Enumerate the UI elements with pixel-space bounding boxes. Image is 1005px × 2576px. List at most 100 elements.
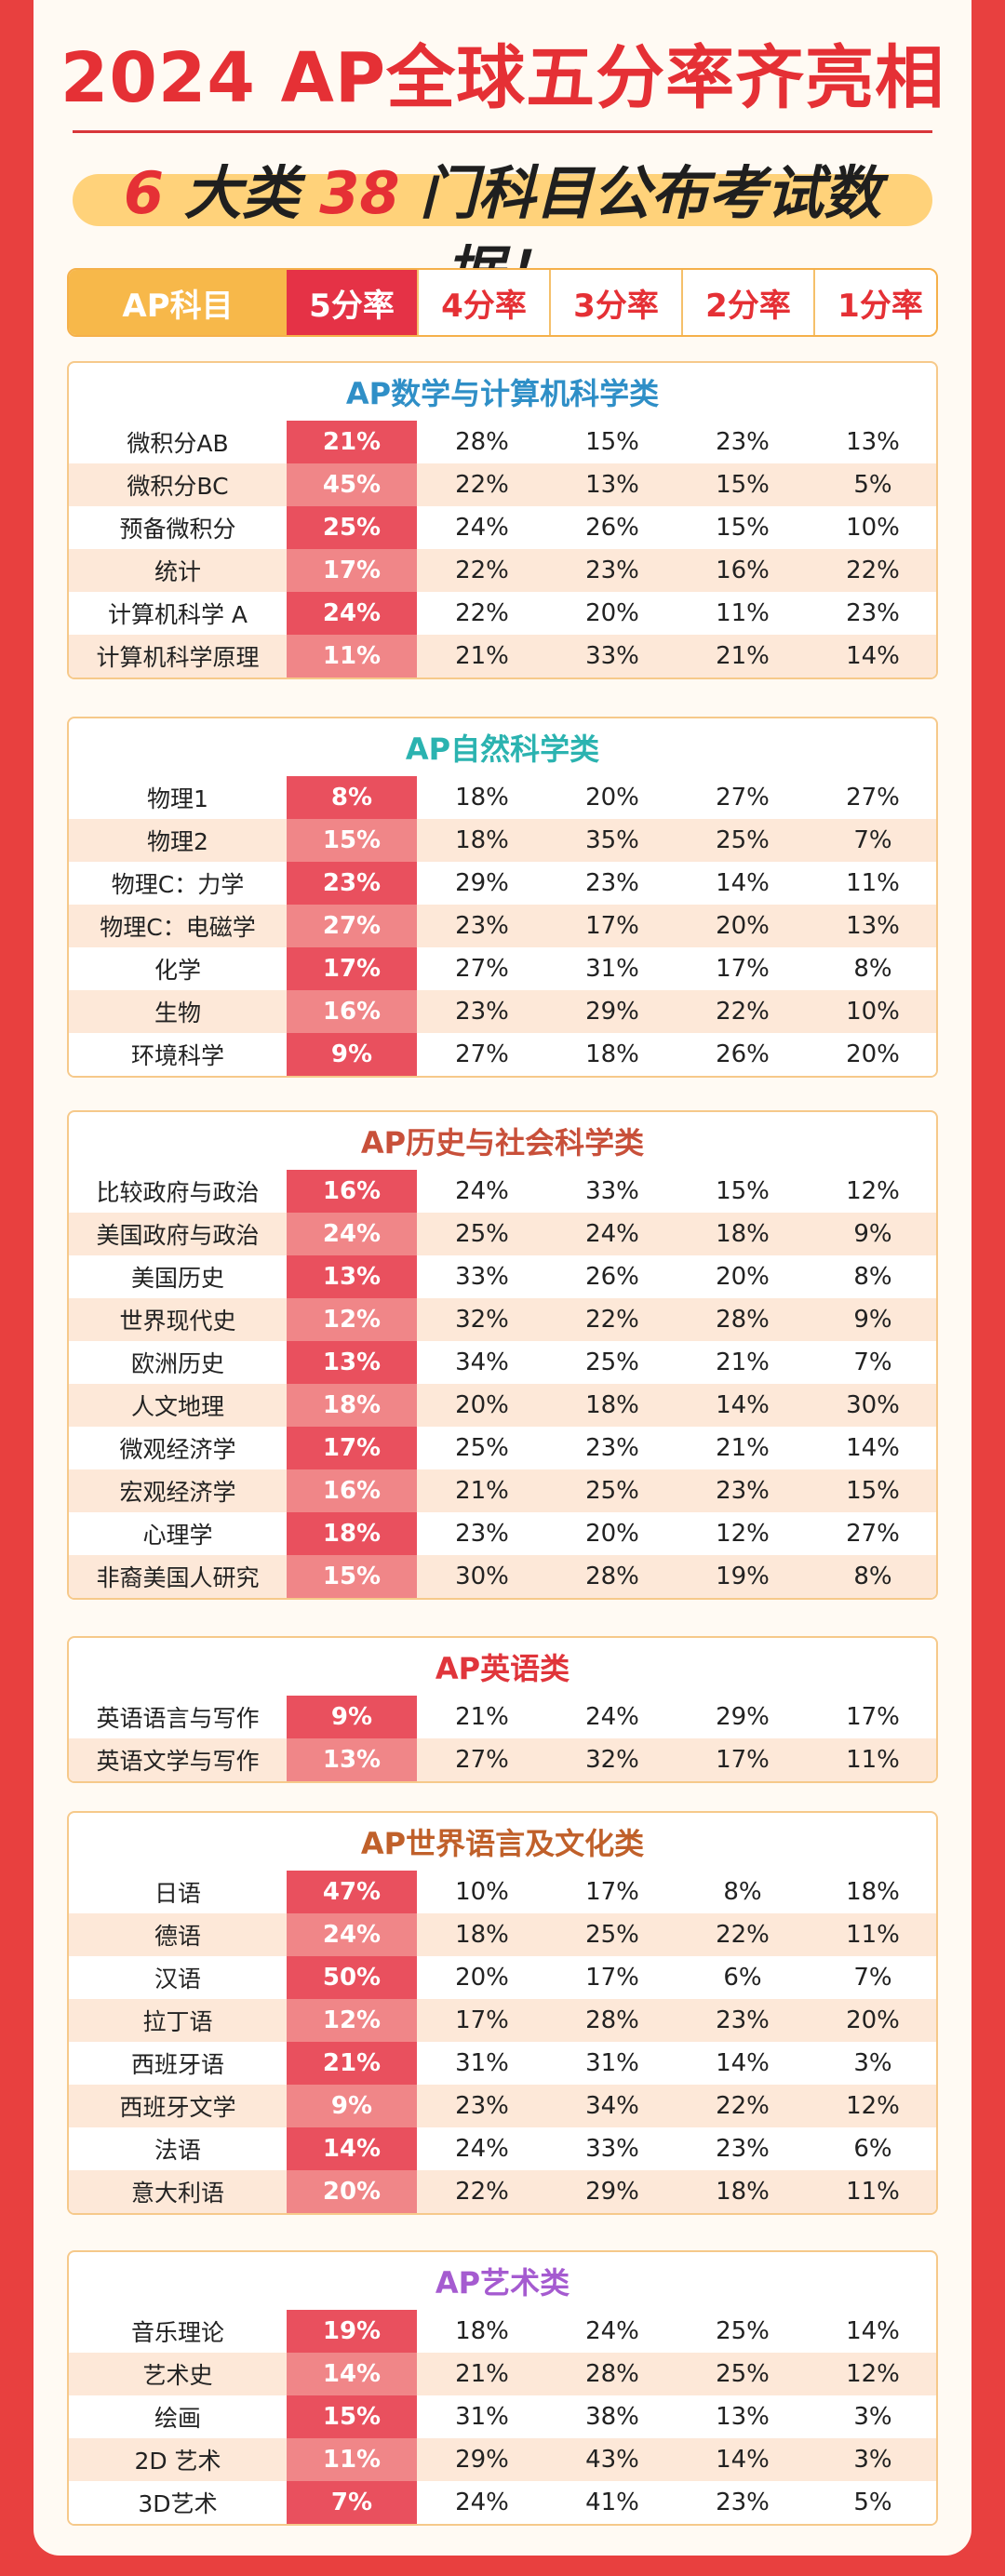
table-row: 绘画 15% 31% 38% 13% 3% [69, 2395, 936, 2438]
rate-1-value: 8% [853, 1263, 892, 1291]
section-1: AP自然科学类 物理1 8% 18% 20% 27% 27% 物理2 15% 18% 35% 25% 7… [67, 717, 938, 1078]
rate-4-value: 32% [455, 1306, 509, 1334]
rate-5-value: 9% [287, 1696, 417, 1738]
table-row: 预备微积分 25% 24% 26% 15% 10% [69, 506, 936, 549]
rate-3-value: 23% [585, 869, 639, 897]
rate-2-value: 23% [716, 2135, 770, 2163]
rate-1-value: 14% [846, 2317, 900, 2345]
subject-name: 预备微积分 [119, 516, 236, 543]
rate-5-value: 15% [287, 1555, 417, 1598]
rate-2-value: 25% [716, 2317, 770, 2345]
table-row: 3D艺术 7% 24% 41% 23% 5% [69, 2481, 936, 2524]
rate-2-value: 14% [716, 1391, 770, 1419]
section-title: AP自然科学类 [405, 731, 600, 767]
rate-2-value: 28% [716, 1306, 770, 1334]
table-row: 西班牙文学 9% 23% 34% 22% 12% [69, 2085, 936, 2127]
subject-name: 汉语 [154, 1966, 201, 1992]
rate-2-value: 21% [716, 1434, 770, 1462]
rate-3-value: 32% [585, 1746, 639, 1774]
table-row: 统计 17% 22% 23% 16% 22% [69, 549, 936, 592]
rate-1-value: 5% [853, 2489, 892, 2516]
rate-5-value: 18% [287, 1384, 417, 1427]
section-3: AP英语类 英语语言与写作 9% 21% 24% 29% 17% 英语文学与写作 13% 27% 3… [67, 1636, 938, 1783]
rate-4-value: 27% [455, 955, 509, 983]
rate-3-value: 26% [585, 514, 639, 542]
table-row: 英语文学与写作 13% 27% 32% 17% 11% [69, 1738, 936, 1781]
header-4-rate: 4分率 [417, 270, 549, 335]
rate-2-value: 25% [716, 826, 770, 854]
table-row: 物理C：力学 23% 29% 23% 14% 11% [69, 862, 936, 905]
subject-name: 生物 [154, 1000, 201, 1026]
rate-1-value: 3% [853, 2403, 892, 2431]
subject-name: 音乐理论 [130, 2319, 224, 2346]
header-5-rate: 5分率 [287, 270, 417, 335]
section-title: AP英语类 [435, 1651, 570, 1686]
subject-name: 西班牙文学 [119, 2094, 236, 2121]
rate-1-value: 14% [846, 1434, 900, 1462]
rate-3-value: 43% [585, 2446, 639, 2474]
rate-5-value: 12% [287, 1298, 417, 1341]
rate-3-value: 33% [585, 1177, 639, 1205]
rate-1-value: 18% [846, 1878, 900, 1906]
subject-name: 物理C：力学 [111, 871, 245, 898]
rate-5-value: 17% [287, 549, 417, 592]
rate-3-value: 18% [585, 1040, 639, 1068]
rate-3-value: 20% [585, 1520, 639, 1548]
rate-4-value: 31% [455, 2403, 509, 2431]
rate-5-value: 21% [287, 421, 417, 463]
rate-2-value: 13% [716, 2403, 770, 2431]
rate-4-value: 21% [455, 1477, 509, 1505]
rate-1-value: 30% [846, 1391, 900, 1419]
subject-name: 日语 [154, 1880, 201, 1907]
rate-1-value: 3% [853, 2049, 892, 2077]
rate-3-value: 26% [585, 1263, 639, 1291]
rate-3-value: 18% [585, 1391, 639, 1419]
rate-1-value: 8% [853, 1563, 892, 1590]
rate-5-value: 14% [287, 2353, 417, 2395]
rate-4-value: 18% [455, 1921, 509, 1949]
subject-name: 微积分AB [127, 430, 229, 457]
rate-4-value: 23% [455, 912, 509, 940]
rate-2-value: 8% [723, 1878, 762, 1906]
table-row: 物理C：电磁学 27% 23% 17% 20% 13% [69, 905, 936, 947]
section-title: AP世界语言及文化类 [360, 1826, 645, 1861]
rate-2-value: 15% [716, 1177, 770, 1205]
rate-2-value: 23% [716, 2006, 770, 2034]
rate-2-value: 22% [716, 1921, 770, 1949]
subject-name: 计算机科学 A [107, 601, 248, 628]
subject-name: 英语语言与写作 [96, 1705, 260, 1732]
rate-4-value: 22% [455, 599, 509, 627]
banner-count-subjects: 38 [319, 159, 400, 227]
rate-1-value: 10% [846, 998, 900, 1026]
subject-name: 美国政府与政治 [96, 1222, 260, 1249]
rate-2-value: 11% [716, 599, 770, 627]
rate-3-value: 15% [585, 428, 639, 456]
rate-1-value: 15% [846, 1477, 900, 1505]
rate-4-value: 20% [455, 1391, 509, 1419]
rate-2-value: 21% [716, 642, 770, 670]
subject-name: 意大利语 [130, 2180, 224, 2207]
rate-4-value: 21% [455, 642, 509, 670]
header-1-rate: 1分率 [813, 270, 936, 335]
table-row: 汉语 50% 20% 17% 6% 7% [69, 1956, 936, 1999]
rate-5-value: 24% [287, 592, 417, 635]
rate-1-value: 11% [846, 2178, 900, 2206]
rate-1-value: 11% [846, 1746, 900, 1774]
rate-2-value: 18% [716, 2178, 770, 2206]
rate-1-value: 22% [846, 557, 900, 584]
rate-2-value: 17% [716, 1746, 770, 1774]
subtitle-banner: 6 大类 38 门科目公布考试数据！ [73, 154, 932, 307]
rate-4-value: 10% [455, 1878, 509, 1906]
rate-1-value: 7% [853, 1348, 892, 1376]
rate-3-value: 33% [585, 642, 639, 670]
rate-5-value: 11% [287, 635, 417, 678]
rate-2-value: 23% [716, 428, 770, 456]
rate-1-value: 7% [853, 1964, 892, 1992]
section-title: AP艺术类 [435, 2265, 570, 2301]
table-row: 物理1 8% 18% 20% 27% 27% [69, 776, 936, 819]
rate-5-value: 17% [287, 1427, 417, 1469]
rate-2-value: 26% [716, 1040, 770, 1068]
banner-text: 6 大类 38 门科目公布考试数据！ [73, 154, 932, 314]
rate-3-value: 17% [585, 1878, 639, 1906]
rate-1-value: 12% [846, 2092, 900, 2120]
